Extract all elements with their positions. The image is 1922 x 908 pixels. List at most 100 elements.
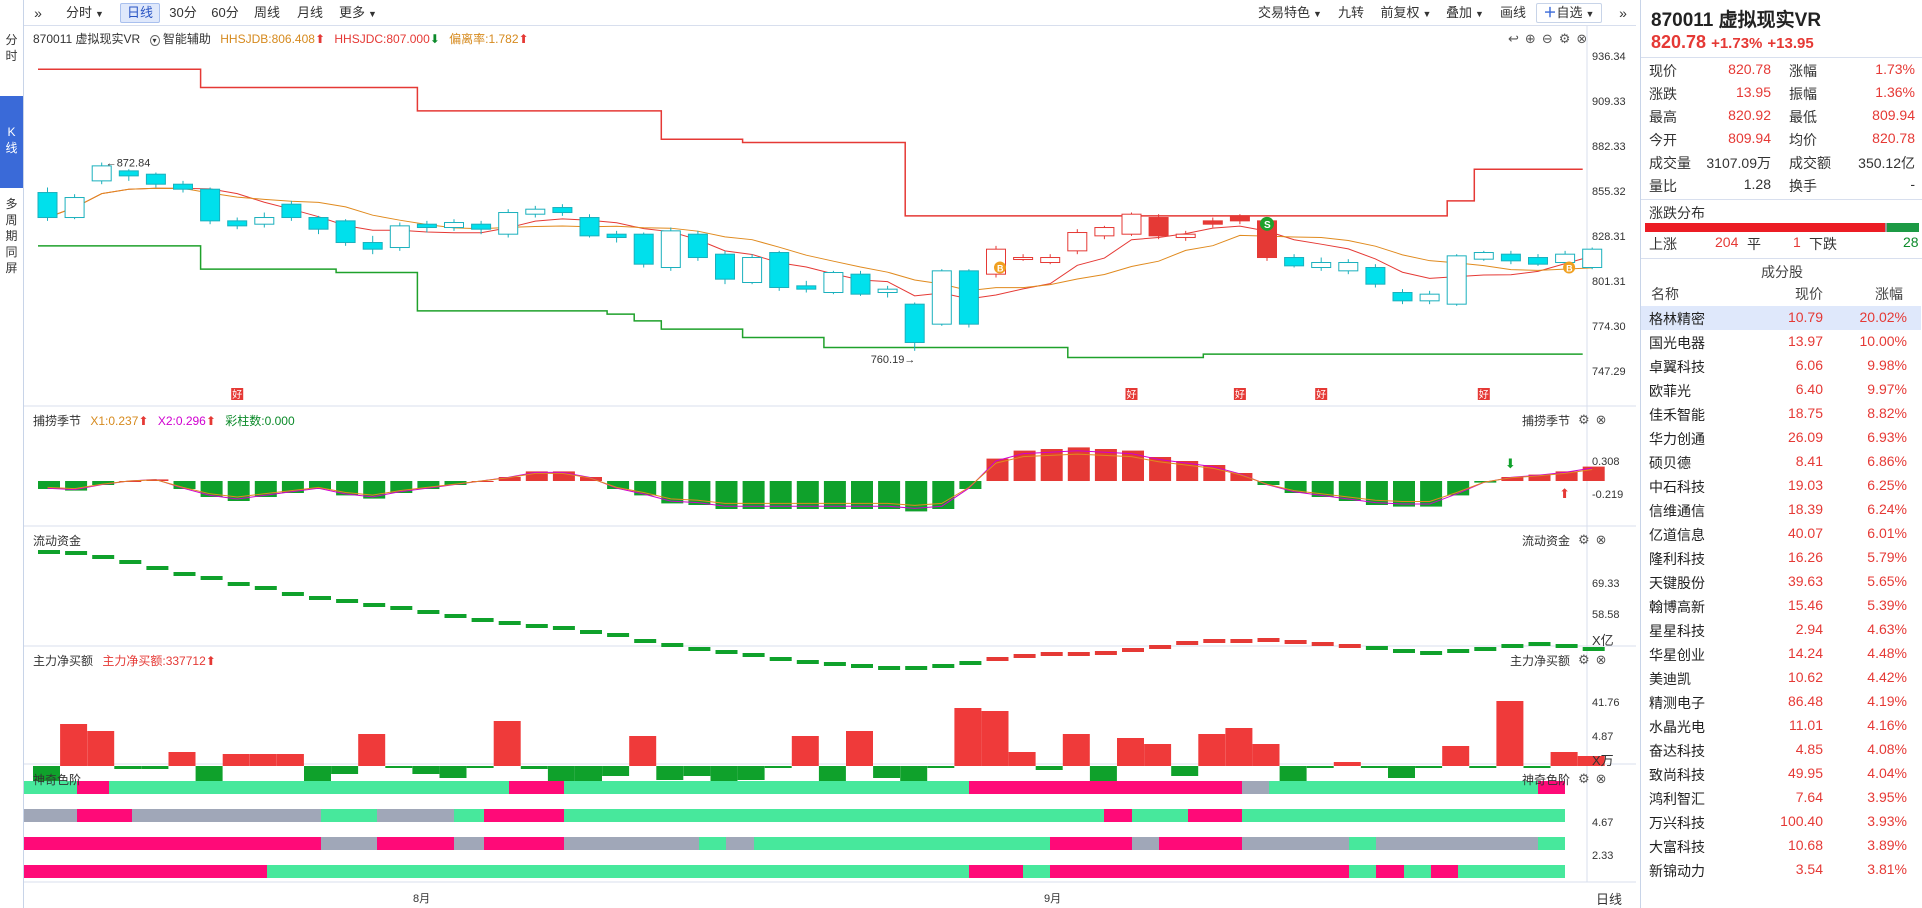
constituent-row[interactable]: 星星科技 2.94 4.63% [1641, 618, 1921, 642]
sidebar-tab-intraday[interactable]: 分时 [5, 33, 18, 63]
fund-dash [580, 630, 602, 634]
color-strip-segment [454, 837, 484, 850]
zoom-in-icon[interactable]: ⊕ [1524, 31, 1542, 46]
constituent-row[interactable]: 奋达科技 4.85 4.08% [1641, 738, 1921, 762]
sidebar-tab-kline[interactable]: K线 [0, 96, 23, 188]
constituent-row[interactable]: 新锦动力 3.54 3.81% [1641, 858, 1921, 882]
period-weekly-button[interactable]: 周线 [253, 5, 280, 20]
net-buy-bar [60, 724, 88, 766]
constituent-row[interactable]: 华力创通 26.09 6.93% [1641, 426, 1921, 450]
color-strip-segment [24, 781, 77, 794]
fund-dash [417, 610, 440, 614]
color-strip-segment [1050, 837, 1132, 850]
constituent-row[interactable]: 隆利科技 16.26 5.79% [1641, 546, 1921, 570]
constituent-pct: 6.25% [1867, 477, 1907, 493]
settings-icon[interactable]: ⚙ [1558, 31, 1577, 46]
candle-body [1392, 292, 1413, 302]
constituent-row[interactable]: 亿道信息 40.07 6.01% [1641, 522, 1921, 546]
chart-canvas[interactable]: ←872.84 760.19→ B B S 好 好 好 好 好 ⬇ ⬆ [24, 26, 1636, 908]
sidebar: 分时 K线 多周期同屏 [0, 0, 24, 908]
net-buy-bar [1415, 766, 1443, 768]
draw-button[interactable]: 画线 [1499, 5, 1526, 20]
settings-icon[interactable]: ⚙ [1578, 771, 1596, 786]
quote-label: 均价 [1789, 132, 1817, 148]
indicator-bar [688, 481, 711, 505]
quote-value: 820.78 [1872, 130, 1915, 146]
constituent-price: 18.39 [1787, 501, 1823, 517]
indicator-bar [552, 471, 575, 481]
period-monthly-button[interactable]: 月线 [296, 5, 323, 20]
sidebar-tab-multi-period[interactable]: 多周期同屏 [5, 197, 18, 275]
color-strip-segment [267, 865, 969, 878]
color-strip-segment [1242, 809, 1565, 822]
nine-turn-button[interactable]: 九转 [1337, 5, 1364, 20]
period-60min-button[interactable]: 60分 [211, 5, 239, 20]
net-buy-bar [385, 766, 413, 768]
trade-feature-dropdown[interactable]: 交易特色 ▼ [1258, 5, 1322, 20]
close-icon[interactable]: ⊗ [1595, 771, 1613, 786]
period-30min-button[interactable]: 30分 [169, 5, 197, 20]
constituent-row[interactable]: 信维通信 18.39 6.24% [1641, 498, 1921, 522]
candle-body [64, 197, 85, 219]
quote-row: 量比 1.28 换手 - [1649, 176, 1919, 199]
quote-row: 成交量 3107.09万 成交额 350.12亿 [1649, 153, 1919, 176]
quote-label: 涨跌 [1649, 86, 1677, 102]
candle-body [1040, 257, 1061, 264]
constituent-row[interactable]: 国光电器 13.97 10.00% [1641, 330, 1921, 354]
constituent-price: 39.63 [1787, 573, 1823, 589]
settings-icon[interactable]: ⚙ [1578, 532, 1596, 547]
indicator-bar [444, 481, 467, 485]
collapse-icon[interactable]: » [34, 5, 42, 21]
indicator-bar [1447, 481, 1470, 496]
color-strip-segment [109, 781, 509, 794]
constituent-name: 美迪凯 [1649, 671, 1691, 687]
close-icon[interactable]: ⊗ [1595, 532, 1613, 547]
period-daily-button[interactable]: 日线 [120, 3, 160, 23]
constituent-row[interactable]: 致尚科技 49.95 4.04% [1641, 762, 1921, 786]
hhsjdc-value: HHSJDC:807.000 [334, 32, 430, 46]
price-label: 747.29 [1592, 366, 1626, 378]
constituent-row[interactable]: 水晶光电 11.01 4.16% [1641, 714, 1921, 738]
good-mark-label: 好 [1479, 389, 1489, 401]
constituent-pct: 3.93% [1867, 813, 1907, 829]
chart-area[interactable]: ←872.84 760.19→ B B S 好 好 好 好 好 ⬇ ⬆ 870011 虚拟现实VR ▾… [24, 26, 1636, 908]
panel1-y-label: -0.219 [1592, 489, 1624, 501]
constituent-row[interactable]: 卓翼科技 6.06 9.98% [1641, 354, 1921, 378]
constituent-row[interactable]: 万兴科技 100.40 3.93% [1641, 810, 1921, 834]
more-dropdown[interactable]: 更多 ▼ [339, 5, 377, 20]
indicator-bar [715, 481, 738, 509]
constituent-row[interactable]: 硕贝德 8.41 6.86% [1641, 450, 1921, 474]
return-icon[interactable]: ↩ [1508, 31, 1525, 46]
constituent-row[interactable]: 天键股份 39.63 5.65% [1641, 570, 1921, 594]
zoom-out-icon[interactable]: ⊖ [1541, 31, 1559, 46]
overlay-dropdown[interactable]: 叠加 ▼ [1446, 5, 1484, 20]
constituent-row[interactable]: 美迪凯 10.62 4.42% [1641, 666, 1921, 690]
good-mark-label: 好 [232, 389, 242, 401]
constituent-row[interactable]: 华星创业 14.24 4.48% [1641, 642, 1921, 666]
watchlist-button[interactable]: ＋自选 ▼ [1536, 3, 1602, 23]
color-strip-segment [132, 809, 321, 822]
close-icon[interactable]: ⊗ [1595, 412, 1613, 427]
constituent-row[interactable]: 翰博高新 15.46 5.39% [1641, 594, 1921, 618]
constituent-row[interactable]: 格林精密 10.79 20.02% [1641, 306, 1921, 330]
constituent-row[interactable]: 中石科技 19.03 6.25% [1641, 474, 1921, 498]
settings-icon[interactable]: ⚙ [1578, 412, 1596, 427]
constituent-name: 奋达科技 [1649, 743, 1705, 759]
indicator-bar [92, 481, 115, 485]
close-icon[interactable]: ⊗ [1595, 652, 1613, 667]
constituent-row[interactable]: 精测电子 86.48 4.19% [1641, 690, 1921, 714]
constituent-row[interactable]: 佳禾智能 18.75 8.82% [1641, 402, 1921, 426]
aux-toggle[interactable]: ▾ 智能辅助 [149, 32, 211, 46]
quote-value: 1.36% [1875, 84, 1915, 100]
constituent-row[interactable]: 大富科技 10.68 3.89% [1641, 834, 1921, 858]
constituent-row[interactable]: 鸿利智汇 7.64 3.95% [1641, 786, 1921, 810]
close-icon[interactable]: ⊗ [1576, 31, 1594, 46]
period-intraday-dropdown[interactable]: 分时 ▼ [66, 5, 104, 20]
quote-panel: 870011 虚拟现实VR 820.78 +1.73% +13.95 现价 820… [1640, 0, 1922, 908]
indicator-bar [1230, 473, 1253, 481]
settings-icon[interactable]: ⚙ [1578, 652, 1596, 667]
expand-right-icon[interactable]: » [1619, 5, 1627, 21]
constituent-row[interactable]: 欧菲光 6.40 9.97% [1641, 378, 1921, 402]
adjust-dropdown[interactable]: 前复权 ▼ [1380, 5, 1432, 20]
